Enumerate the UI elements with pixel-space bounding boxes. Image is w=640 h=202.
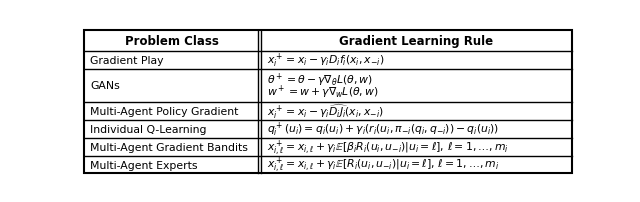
Text: $x_i^+ = x_i - \gamma_i D_i f_i(x_i, x_{-i})$: $x_i^+ = x_i - \gamma_i D_i f_i(x_i, x_{… — [267, 51, 385, 69]
Text: $\theta^+ = \theta - \gamma \nabla_\theta L(\theta, w)$: $\theta^+ = \theta - \gamma \nabla_\thet… — [267, 72, 373, 89]
Text: $x_i^+ = x_i - \gamma_i \widehat{D_i J_i}(x_i, x_{-i})$: $x_i^+ = x_i - \gamma_i \widehat{D_i J_i… — [267, 103, 384, 121]
Text: Multi-Agent Gradient Bandits: Multi-Agent Gradient Bandits — [90, 142, 248, 152]
Text: $x_{i,\ell}^+ = x_{i,\ell} + \gamma_i \mathbb{E}[\beta_i R_i(u_i, u_{-i})|u_i = : $x_{i,\ell}^+ = x_{i,\ell} + \gamma_i \m… — [267, 137, 509, 157]
Text: Problem Class: Problem Class — [125, 35, 219, 48]
Text: Gradient Learning Rule: Gradient Learning Rule — [339, 35, 493, 48]
Text: Gradient Play: Gradient Play — [90, 55, 163, 65]
Text: Multi-Agent Policy Gradient: Multi-Agent Policy Gradient — [90, 107, 238, 117]
Text: $q_i^+(u_i) = q_i(u_i) + \gamma_i(r_i(u_i, \pi_{-i}(q_i, q_{-i})) - q_i(u_i))$: $q_i^+(u_i) = q_i(u_i) + \gamma_i(r_i(u_… — [267, 120, 499, 138]
Text: Multi-Agent Experts: Multi-Agent Experts — [90, 160, 197, 170]
Text: Individual Q-Learning: Individual Q-Learning — [90, 124, 207, 134]
Text: $w^+ = w + \gamma \nabla_w L(\theta, w)$: $w^+ = w + \gamma \nabla_w L(\theta, w)$ — [267, 83, 379, 100]
Text: GANs: GANs — [90, 81, 120, 91]
Text: $x_{i,\ell}^+ = x_{i,\ell} + \gamma_i \mathbb{E}[R_i(u_i, u_{-i})|u_i = \ell],\,: $x_{i,\ell}^+ = x_{i,\ell} + \gamma_i \m… — [267, 155, 499, 175]
